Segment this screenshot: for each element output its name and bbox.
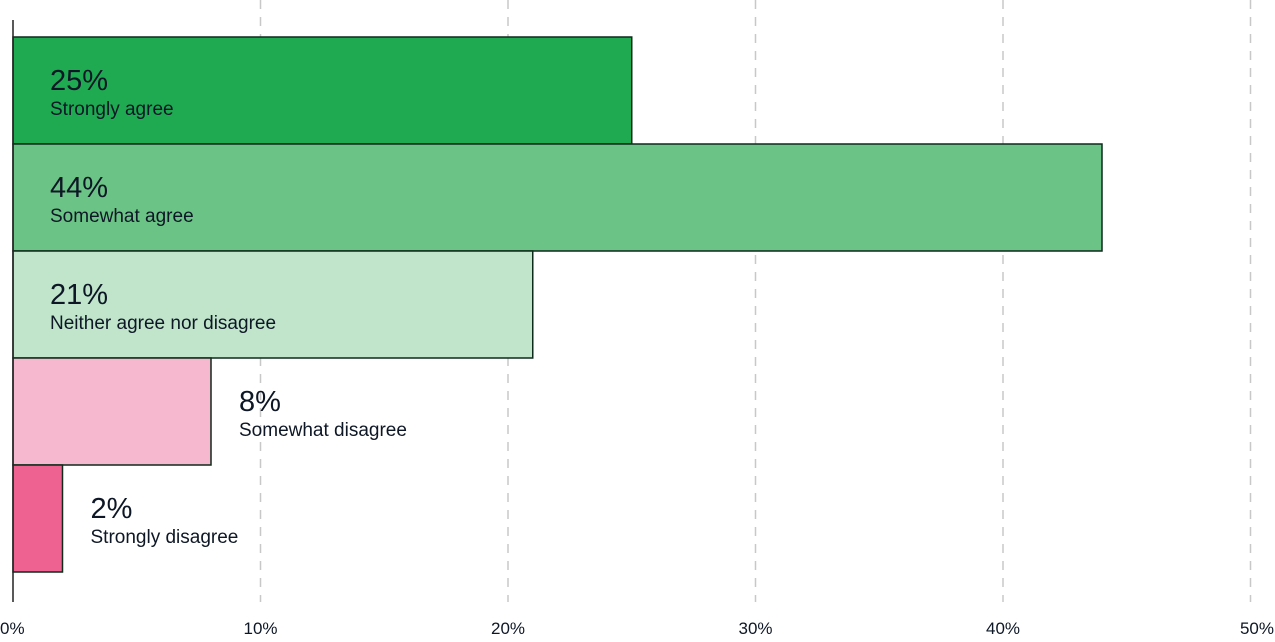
x-tick-label: 0% [0,619,25,637]
category-label: Somewhat agree [50,206,194,227]
value-label: 25% [50,65,108,97]
bar[interactable] [12,36,633,145]
x-tick-label: 10% [243,619,277,637]
category-label: Strongly disagree [91,527,239,548]
x-tick-label: 50% [1240,619,1274,637]
bar[interactable] [12,357,212,466]
value-label: 8% [239,386,281,418]
bar[interactable] [12,250,534,359]
bar[interactable] [12,464,64,573]
value-label: 21% [50,279,108,311]
category-label: Strongly agree [50,99,174,120]
bar[interactable] [12,143,1103,252]
value-label: 2% [91,493,133,525]
category-label: Neither agree nor disagree [50,313,276,334]
x-tick-label: 30% [738,619,772,637]
x-tick-label: 40% [986,619,1020,637]
value-label: 44% [50,172,108,204]
category-label: Somewhat disagree [239,420,407,441]
x-tick-label: 20% [491,619,525,637]
